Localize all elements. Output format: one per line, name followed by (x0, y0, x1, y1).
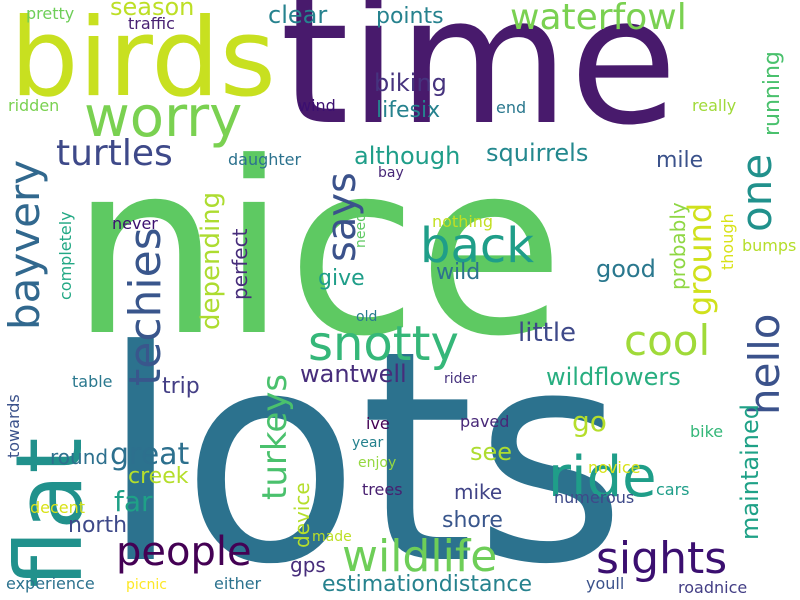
word: give (318, 266, 365, 291)
word: sights (596, 533, 728, 584)
word: experience (6, 574, 95, 593)
word: need (353, 213, 369, 248)
word: mike (454, 480, 503, 504)
word: probably (666, 202, 690, 290)
word: completely (56, 211, 75, 300)
word: good (596, 255, 656, 283)
word: back (420, 218, 535, 274)
word: season (110, 0, 195, 21)
word: clear (268, 1, 328, 29)
word: table (72, 372, 113, 391)
word: never (112, 214, 158, 233)
word: creek (128, 464, 189, 489)
word: worry (84, 85, 243, 150)
word: trees (362, 480, 403, 499)
word: towards (4, 394, 23, 458)
word: snotty (308, 316, 459, 372)
word: although (354, 142, 461, 170)
word: paved (460, 412, 510, 431)
word: either (214, 574, 262, 593)
word: lifesix (376, 98, 441, 123)
word: round (50, 445, 109, 469)
word: novice (588, 458, 641, 477)
word: bay (378, 165, 404, 181)
word: wantwell (300, 360, 407, 388)
word: great (110, 437, 190, 472)
word: enjoy (358, 455, 397, 471)
word: depending (196, 191, 226, 330)
word: people (116, 529, 252, 575)
word: nothing (432, 212, 494, 231)
word: waterfowl (510, 0, 687, 38)
word: running (760, 51, 785, 136)
word: pretty (26, 4, 75, 23)
word: really (692, 96, 737, 115)
word: techies (120, 227, 171, 386)
word: year (352, 435, 384, 451)
word: lots (100, 288, 627, 600)
word: wild (436, 260, 481, 285)
word: made (312, 529, 352, 545)
word: wildlife (342, 531, 498, 582)
word: bayvery (0, 159, 49, 330)
word: wildflowers (546, 363, 681, 391)
word: birds (10, 0, 276, 121)
word: far (114, 485, 153, 518)
word: estimationdistance (322, 572, 533, 597)
word: north (68, 513, 128, 538)
word: one (732, 153, 781, 232)
word: gps (290, 553, 326, 577)
word: see (470, 438, 513, 466)
word: time (280, 0, 678, 164)
word: wind (298, 96, 336, 115)
word: points (376, 4, 444, 29)
word: picnic (126, 577, 167, 593)
word: maintained (736, 404, 764, 540)
word: turtles (56, 133, 173, 174)
word: trip (162, 374, 200, 399)
word: perfect (228, 228, 252, 300)
word: ive (366, 414, 390, 433)
word: roadnice (678, 578, 748, 597)
word: youll (586, 574, 625, 593)
word: decent (30, 498, 86, 517)
word: cool (624, 316, 711, 365)
word: hello (740, 313, 789, 416)
word: bumps (742, 236, 797, 255)
word: ridden (8, 96, 60, 115)
word: ride (548, 445, 657, 510)
word: end (496, 98, 527, 117)
word: old (356, 309, 378, 325)
word: nice (70, 112, 565, 389)
word: numerous (554, 488, 635, 507)
word: though (718, 213, 737, 270)
word: biking (374, 69, 447, 97)
word: bike (690, 422, 724, 441)
word: little (518, 318, 577, 348)
word: device (290, 482, 314, 548)
word: go (572, 405, 607, 438)
word: traffic (128, 14, 175, 33)
word: mile (656, 148, 704, 173)
word: cars (656, 480, 690, 499)
word: squirrels (486, 139, 589, 167)
word: shore (442, 508, 503, 533)
word: daughter (228, 150, 302, 169)
word: turkeys (255, 373, 295, 500)
word: rider (444, 371, 477, 387)
